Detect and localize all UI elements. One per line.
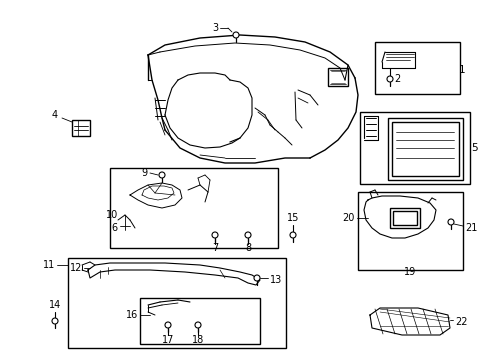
Bar [68, 258, 285, 348]
Text: 18: 18 [191, 335, 203, 345]
Circle shape [164, 322, 171, 328]
Bar [387, 118, 462, 180]
Circle shape [212, 232, 218, 238]
Text: 11: 11 [42, 260, 55, 270]
Text: 19: 19 [403, 267, 415, 277]
Bar [392, 211, 416, 225]
Bar [140, 298, 260, 344]
Text: 6: 6 [112, 223, 118, 233]
Text: 12: 12 [69, 263, 82, 273]
Text: 3: 3 [211, 23, 218, 33]
Circle shape [253, 275, 260, 281]
Text: 16: 16 [125, 310, 138, 320]
Text: 1: 1 [458, 65, 465, 75]
Circle shape [447, 219, 453, 225]
Bar [357, 192, 462, 270]
Text: 13: 13 [269, 275, 282, 285]
Text: 22: 22 [454, 317, 467, 327]
Circle shape [386, 76, 392, 82]
Circle shape [289, 232, 295, 238]
Text: 17: 17 [162, 335, 174, 345]
Circle shape [244, 232, 250, 238]
Circle shape [232, 32, 239, 38]
Text: 4: 4 [52, 110, 58, 120]
Circle shape [195, 322, 201, 328]
Text: 5: 5 [471, 143, 477, 153]
Bar [389, 208, 419, 228]
Bar [374, 42, 459, 94]
Bar [359, 112, 469, 184]
Circle shape [159, 172, 164, 178]
Text: 8: 8 [244, 243, 250, 253]
Text: 2: 2 [393, 74, 400, 84]
Bar [391, 122, 458, 176]
Bar [110, 168, 278, 248]
Text: 14: 14 [49, 300, 61, 310]
Text: 7: 7 [211, 243, 218, 253]
Text: 20: 20 [342, 213, 354, 223]
Circle shape [52, 318, 58, 324]
Bar [327, 68, 347, 86]
Text: 15: 15 [286, 213, 299, 223]
Text: 9: 9 [142, 168, 148, 178]
Text: 21: 21 [464, 223, 476, 233]
Text: 10: 10 [105, 210, 118, 220]
Bar [72, 120, 90, 136]
